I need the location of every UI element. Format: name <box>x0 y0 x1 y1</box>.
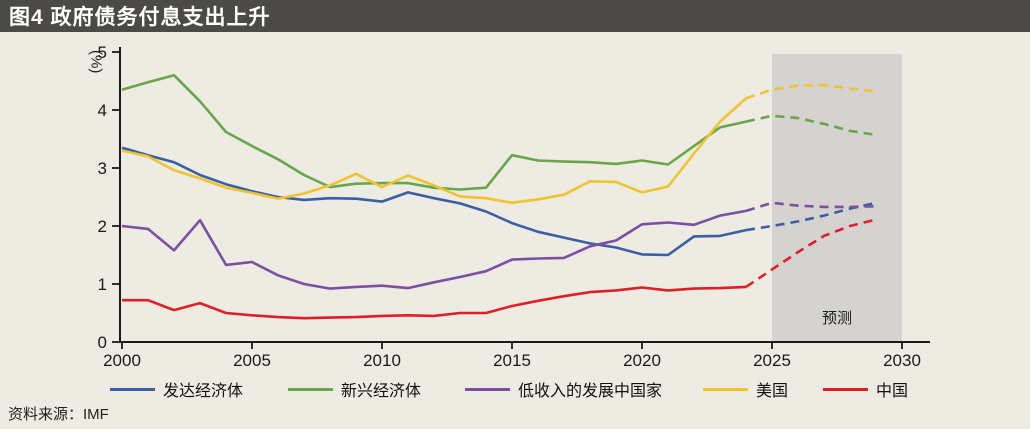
x-tick-label: 2030 <box>883 351 921 370</box>
legend-label: 中国 <box>876 383 909 400</box>
x-tick-label: 2005 <box>233 351 271 370</box>
series-line-3 <box>121 97 747 205</box>
y-tick-label: 5 <box>98 43 107 62</box>
legend-line-swatch <box>288 387 333 391</box>
y-tick-label: 3 <box>98 159 107 178</box>
y-tick-label: 4 <box>98 101 107 120</box>
figure-title: 图4 政府债务付息支出上升 <box>9 6 271 29</box>
x-tick-label: 2010 <box>363 351 401 370</box>
source-note: 资料来源：IMF <box>8 406 109 423</box>
x-tick-label: 2020 <box>623 351 661 370</box>
forecast-band <box>772 54 902 342</box>
figure-title-bar: 图4 政府债务付息支出上升 <box>0 0 1030 32</box>
legend-item-advanced-economies: 发达经济体 <box>110 377 243 401</box>
series-line-forecast-1 <box>745 114 877 137</box>
y-tick-label: 0 <box>98 333 107 352</box>
legend-line-swatch <box>465 387 510 391</box>
legend-line-swatch <box>703 387 748 391</box>
legend-item-united-states: 美国 <box>703 377 788 401</box>
legend-item-low-income-developing: 低收入的发展中国家 <box>465 377 662 401</box>
legend-label: 美国 <box>756 383 789 400</box>
x-tick-label: 2000 <box>103 351 141 370</box>
forecast-label: 预测 <box>822 310 852 327</box>
y-tick-label: 1 <box>98 275 107 294</box>
line-chart: 0 1 2 3 4 5 2000 2005 2010 2015 2020 2025 2030 (%) 预测 <box>88 43 930 370</box>
x-tick-label: 2015 <box>493 351 531 370</box>
series-line-1 <box>121 73 747 191</box>
x-tick-label: 2025 <box>753 351 791 370</box>
series-line-forecast-4 <box>745 218 877 288</box>
series-line-0 <box>121 146 747 257</box>
legend-line-swatch <box>110 387 155 391</box>
series-line-forecast-3 <box>745 83 877 100</box>
legend-item-emerging-economies: 新兴经济体 <box>288 377 421 401</box>
y-tick-label: 2 <box>98 217 107 236</box>
series-line-forecast-2 <box>745 201 877 213</box>
y-axis-unit-label: (%) <box>88 50 105 73</box>
legend-line-swatch <box>823 387 868 391</box>
legend-label: 新兴经济体 <box>341 383 422 400</box>
legend-label: 低收入的发展中国家 <box>518 383 663 400</box>
legend-item-china: 中国 <box>823 377 908 401</box>
series-line-4 <box>122 285 747 320</box>
chart-legend: 发达经济体 新兴经济体 低收入的发展中国家 美国 中国 <box>0 377 1030 401</box>
legend-label: 发达经济体 <box>163 383 244 400</box>
series-line-2 <box>121 209 747 290</box>
